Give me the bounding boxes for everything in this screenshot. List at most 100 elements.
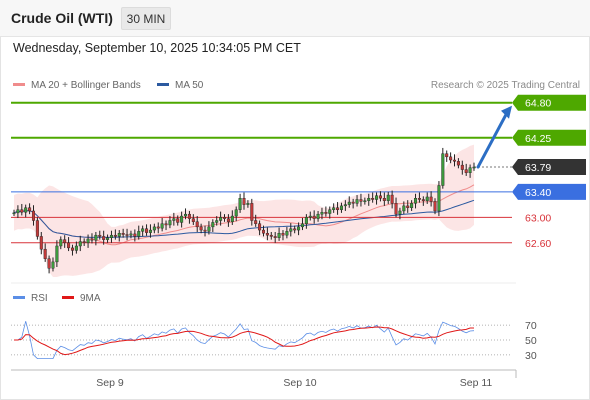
candle-body [223, 217, 227, 219]
price-tag-64-80: 64.80 [512, 94, 586, 111]
rsi-line [14, 321, 475, 359]
timeframe-button[interactable]: 30 MIN [121, 7, 171, 30]
forecast-arrow-head [501, 105, 512, 119]
candle-body [281, 233, 285, 236]
candle-body [406, 205, 410, 208]
candle-body [285, 231, 289, 236]
candle-body [184, 213, 188, 217]
candle-body [47, 258, 51, 269]
candle-body [410, 203, 414, 208]
legend-ma50[interactable]: MA 50 [157, 80, 203, 91]
candle-body [141, 228, 145, 232]
candle-body [20, 209, 24, 213]
candle-body [78, 241, 82, 247]
instrument-title: Crude Oil (WTI) [11, 10, 113, 26]
candle-body [453, 159, 457, 162]
candle-body [35, 220, 39, 237]
candle-body [336, 207, 340, 210]
rsi-level-label-30: 30 [525, 350, 537, 362]
x-tick-label: Sep 9 [96, 377, 124, 389]
candle-body [164, 223, 168, 226]
candle-body [215, 220, 219, 223]
price-tag-label: 64.80 [525, 98, 551, 110]
candle-body [59, 239, 63, 247]
candle-body [133, 233, 137, 237]
candle-body [371, 198, 375, 200]
candle-body [468, 167, 472, 173]
candle-body [187, 213, 191, 219]
rsi-level-label-70: 70 [525, 320, 537, 332]
candle-body [402, 205, 406, 212]
price-tag-62-60: 62.60 [525, 238, 551, 250]
price-tag-63-40: 63.40 [512, 183, 586, 200]
legend-9ma-label: 9MA [80, 293, 101, 304]
candle-body [254, 220, 258, 224]
candle-body [106, 237, 110, 240]
candle-body [332, 207, 336, 210]
candle-body [152, 226, 156, 231]
candle-body [386, 194, 390, 201]
candle-body [355, 199, 359, 204]
price-tag-label: 63.00 [525, 212, 551, 224]
candle-body [234, 209, 238, 217]
candle-body [445, 153, 449, 158]
candle-body [242, 198, 246, 205]
candle-body [226, 218, 230, 222]
bollinger-swatch [13, 82, 25, 86]
candle-body [293, 228, 297, 231]
candle-body [433, 201, 437, 212]
candle-body [102, 236, 106, 240]
candle-body [168, 220, 172, 226]
candle-body [359, 199, 363, 202]
candle-body [55, 245, 59, 263]
candle-body [437, 185, 441, 212]
candle-body [460, 164, 464, 170]
candle-body [273, 236, 277, 238]
price-tag-bg [512, 183, 586, 200]
candle-body [394, 203, 398, 215]
candle-body [429, 196, 433, 202]
candle-body [94, 234, 98, 241]
rsi-swatch [13, 295, 25, 299]
candle-body [82, 241, 86, 244]
legend-rsi[interactable]: RSI [13, 293, 48, 304]
legend-bollinger[interactable]: MA 20 + Bollinger Bands [13, 80, 141, 91]
candle-body [12, 212, 16, 215]
candle-body [86, 238, 90, 243]
ma50-swatch [157, 82, 169, 86]
candle-body [43, 248, 47, 259]
candle-body [90, 238, 94, 241]
candle-body [203, 229, 207, 232]
report-datetime: Wednesday, September 10, 2025 10:34:05 P… [13, 41, 301, 55]
legend-rsi-label: RSI [31, 293, 48, 304]
candle-body [265, 233, 269, 236]
candle-body [137, 231, 141, 237]
price-tag-63-00: 63.00 [525, 212, 551, 224]
price-tag-63-79: 63.79 [512, 159, 586, 176]
candle-body [191, 218, 195, 222]
candle-body [258, 223, 262, 231]
candle-body [238, 198, 242, 210]
price-tag-64-25: 64.25 [512, 129, 586, 146]
candle-body [180, 215, 184, 223]
candle-body [347, 201, 351, 205]
candle-body [246, 203, 250, 205]
candle-body [28, 207, 32, 212]
legend-ma50-label: MA 50 [175, 80, 204, 91]
9ma-swatch [62, 295, 74, 299]
candle-body [398, 210, 402, 215]
candle-body [308, 215, 312, 218]
candle-body [230, 215, 234, 222]
candle-body [324, 212, 328, 214]
candle-body [109, 234, 113, 238]
legend-9ma[interactable]: 9MA [62, 293, 101, 304]
candle-body [24, 207, 28, 213]
forecast-arrow-shaft [476, 111, 509, 169]
candle-body [117, 233, 121, 237]
candle-body [378, 195, 382, 199]
candle-body [414, 198, 418, 204]
candle-body [390, 194, 394, 204]
candle-body [320, 212, 324, 215]
candle-body [74, 245, 78, 251]
